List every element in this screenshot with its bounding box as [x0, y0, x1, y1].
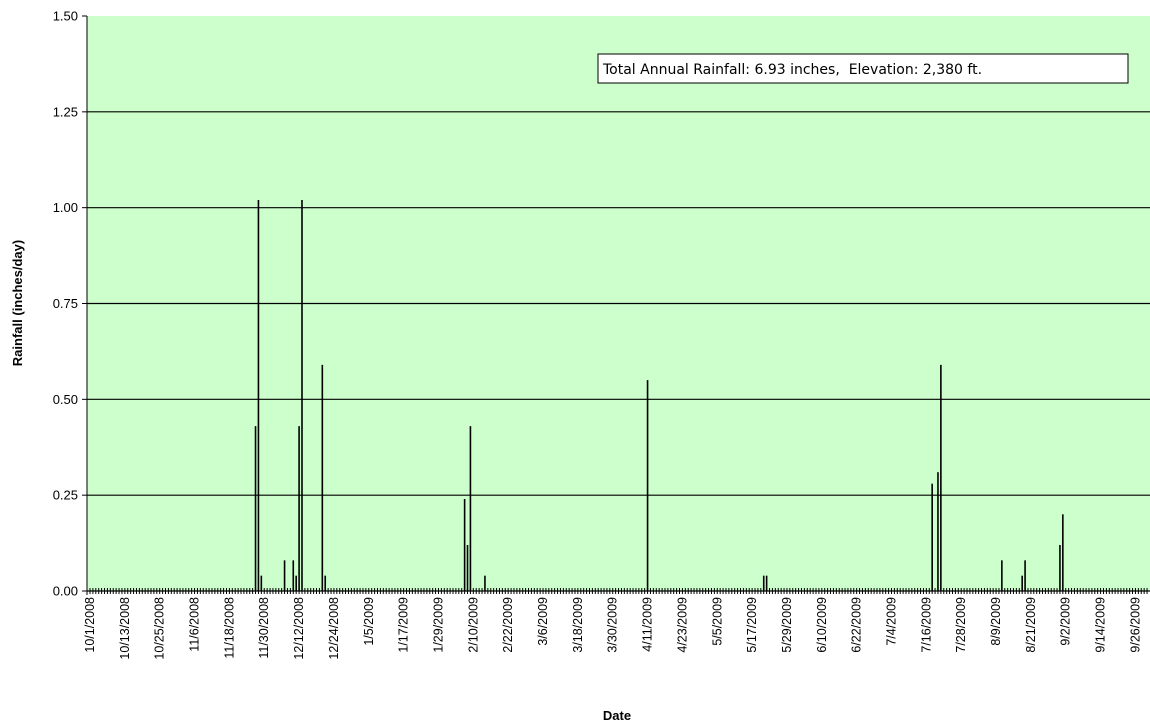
y-tick-label: 1.25 — [53, 104, 78, 119]
x-tick-label: 5/5/2009 — [710, 597, 724, 646]
y-tick-label: 0.25 — [53, 488, 78, 503]
x-tick-label: 7/4/2009 — [885, 597, 899, 646]
x-tick-label: 3/30/2009 — [606, 597, 620, 653]
y-tick-label: 0.00 — [53, 584, 78, 599]
x-tick-label: 11/18/2008 — [222, 597, 236, 659]
y-tick-label: 0.50 — [53, 392, 78, 407]
x-tick-label: 10/13/2008 — [118, 597, 132, 660]
x-tick-label: 9/14/2009 — [1094, 597, 1108, 653]
x-tick-label: 1/5/2009 — [362, 597, 376, 646]
x-tick-label: 9/26/2009 — [1128, 597, 1142, 653]
x-tick-label: 5/17/2009 — [745, 597, 759, 653]
rainfall-bars — [254, 200, 1064, 591]
x-tick-label: 10/1/2008 — [83, 597, 97, 653]
x-tick-label: 12/12/2008 — [292, 597, 306, 660]
x-tick-label: 3/6/2009 — [536, 597, 550, 646]
x-axis-title: Date — [603, 708, 631, 723]
x-tick-label: 11/6/2008 — [188, 597, 202, 652]
x-tick-label: 12/24/2008 — [327, 597, 341, 660]
x-tick-label: 2/10/2009 — [466, 597, 480, 653]
x-tick-label: 1/29/2009 — [431, 597, 445, 653]
x-tick-label: 11/30/2008 — [257, 597, 271, 659]
x-tick-label: 9/2/2009 — [1059, 597, 1073, 646]
x-tick-label: 2/22/2009 — [501, 597, 515, 653]
y-tick-label: 1.00 — [53, 200, 78, 215]
x-tick-label: 10/25/2008 — [153, 597, 167, 660]
x-tick-label: 3/18/2009 — [571, 597, 585, 653]
annotation-text: Total Annual Rainfall: 6.93 inches, Elev… — [602, 62, 982, 78]
x-tick-label: 4/23/2009 — [675, 597, 689, 653]
x-tick-label: 7/16/2009 — [919, 597, 933, 653]
x-tick-label: 7/28/2009 — [954, 597, 968, 653]
x-axis-ticks: 10/1/2008 10/13/2008 10/25/2008 11/6/2008 11… — [83, 588, 1148, 660]
x-tick-label: 4/11/2009 — [641, 597, 655, 652]
x-tick-label: 5/29/2009 — [780, 597, 794, 653]
x-tick-label: 8/21/2009 — [1024, 597, 1038, 653]
x-tick-label: 6/10/2009 — [815, 597, 829, 653]
y-axis-ticks: 0.00 0.25 0.50 0.75 1.00 1.25 1.50 — [53, 9, 87, 599]
x-tick-label: 8/9/2009 — [989, 597, 1003, 646]
annotation-box — [597, 53, 1129, 84]
x-tick-label: 6/22/2009 — [850, 597, 864, 653]
y-tick-label: 0.75 — [53, 296, 78, 311]
y-axis-title: Rainfall (inches/day) — [10, 240, 25, 366]
x-tick-label: 1/17/2009 — [397, 597, 411, 653]
y-tick-label: 1.50 — [53, 9, 78, 24]
